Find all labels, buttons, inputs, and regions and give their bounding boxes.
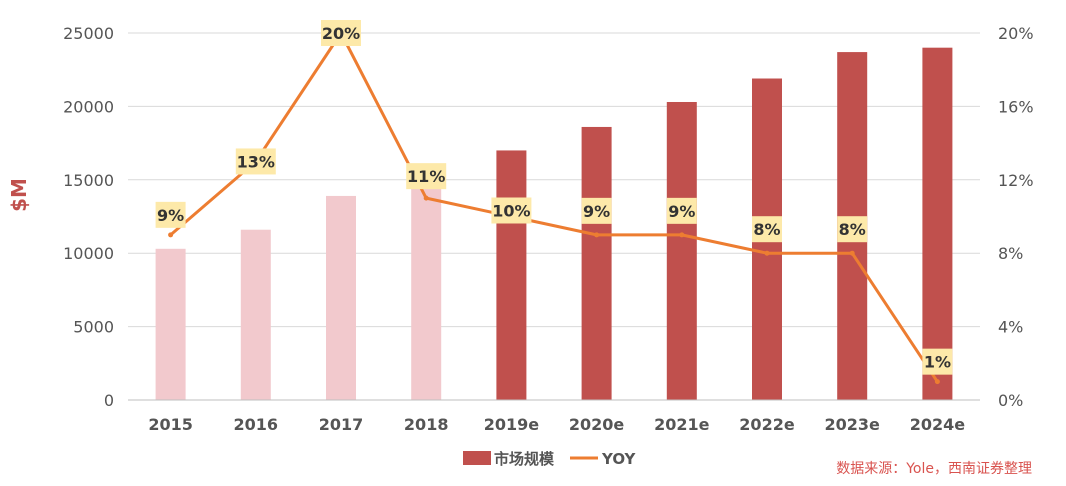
y2-tick-label: 16% [998, 97, 1034, 116]
x-tick-label: 2024e [910, 415, 966, 434]
bar-series [155, 47, 953, 401]
yoy-data-label: 1% [924, 353, 951, 372]
yoy-point [423, 195, 429, 201]
yoy-label-box [235, 148, 276, 175]
yoy-data-label: 20% [322, 24, 360, 43]
yoy-data-label: 13% [237, 152, 275, 171]
yoy-data-label: 11% [407, 167, 445, 186]
y2-tick-label: 20% [998, 24, 1034, 43]
y-tick-label: 20000 [63, 97, 114, 116]
yoy-data-label: 9% [157, 206, 184, 225]
yoy-label-box [922, 348, 953, 375]
y-tick-label: 25000 [63, 24, 114, 43]
line-series [168, 30, 940, 385]
y-axis-label: $M [7, 178, 31, 212]
yoy-point [594, 232, 600, 238]
x-tick-label: 2022e [739, 415, 795, 434]
y2-tick-label: 8% [998, 244, 1023, 263]
bar [581, 126, 612, 401]
legend-label-line: YOY [601, 450, 637, 468]
yoy-data-label: 8% [839, 220, 866, 239]
x-tick-label: 2017 [319, 415, 364, 434]
y2-tick-label: 4% [998, 318, 1023, 337]
yoy-label-box [406, 163, 447, 190]
legend: 市场规模 YOY [463, 450, 637, 468]
bar [155, 248, 186, 400]
x-tick-label: 2015 [148, 415, 193, 434]
y2-tick-label: 12% [998, 171, 1034, 190]
legend-label-bar: 市场规模 [494, 450, 555, 468]
y-tick-label: 10000 [63, 244, 114, 263]
x-tick-label: 2021e [654, 415, 710, 434]
yoy-line [169, 31, 939, 383]
legend-swatch-bar [463, 451, 491, 465]
bar [326, 195, 356, 400]
yoy-label-box [666, 197, 697, 224]
source-note: 数据来源：Yole，西南证券整理 [836, 461, 1032, 477]
yoy-point [764, 250, 770, 256]
yoy-data-label: 10% [492, 202, 530, 221]
yoy-label-box [155, 201, 186, 228]
bar [411, 179, 442, 400]
y-tick-label: 5000 [73, 318, 114, 337]
y-tick-label: 0 [104, 391, 114, 410]
yoy-data-label: 9% [668, 202, 695, 221]
yoy-data-label: 9% [583, 202, 610, 221]
bar [496, 150, 527, 400]
yoy-label-box [752, 216, 782, 243]
x-tick-label: 2020e [569, 415, 625, 434]
bar [922, 47, 953, 401]
x-tick-label: 2023e [825, 415, 881, 434]
yoy-label-box [321, 20, 361, 46]
yoy-point [934, 379, 940, 385]
x-tick-label: 2016 [234, 415, 279, 434]
x-tick-label: 2019e [484, 415, 540, 434]
axes: 0 0% 5000 4% 10000 8% 15000 12% 20000 16% 25000 20%… [63, 24, 1033, 434]
yoy-point [679, 232, 685, 238]
yoy-data-label: 8% [753, 220, 780, 239]
yoy-label-box [581, 197, 612, 224]
y-tick-label: 15000 [63, 171, 114, 190]
yoy-point [168, 232, 174, 238]
yoy-point [849, 250, 855, 256]
x-tick-label: 2018 [404, 415, 449, 434]
yoy-label-box [837, 216, 868, 243]
data-labels: 9% 13% 20% 11% 10% 9% 9% 8% 8% 1% [155, 20, 953, 375]
y2-tick-label: 0% [998, 391, 1023, 410]
bar [666, 101, 697, 400]
yoy-label-box [491, 197, 532, 224]
bar [240, 229, 271, 400]
